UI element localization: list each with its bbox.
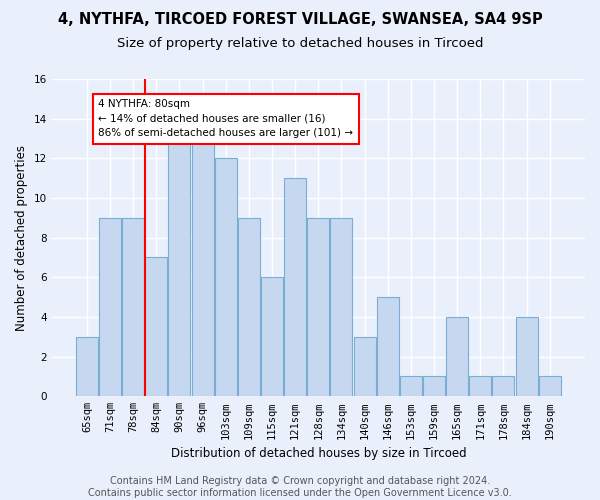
Bar <box>423 376 445 396</box>
Bar <box>469 376 491 396</box>
Bar <box>261 278 283 396</box>
Bar <box>169 138 190 396</box>
Bar <box>515 317 538 396</box>
Text: 4 NYTHFA: 80sqm
← 14% of detached houses are smaller (16)
86% of semi-detached h: 4 NYTHFA: 80sqm ← 14% of detached houses… <box>98 99 353 138</box>
Bar <box>76 337 98 396</box>
Bar <box>238 218 260 396</box>
Text: Contains HM Land Registry data © Crown copyright and database right 2024.
Contai: Contains HM Land Registry data © Crown c… <box>88 476 512 498</box>
Bar <box>307 218 329 396</box>
Text: Size of property relative to detached houses in Tircoed: Size of property relative to detached ho… <box>117 38 483 51</box>
Bar <box>122 218 144 396</box>
Bar <box>145 258 167 396</box>
Text: 4, NYTHFA, TIRCOED FOREST VILLAGE, SWANSEA, SA4 9SP: 4, NYTHFA, TIRCOED FOREST VILLAGE, SWANS… <box>58 12 542 28</box>
Bar <box>400 376 422 396</box>
Bar <box>446 317 468 396</box>
Bar <box>191 138 214 396</box>
Bar <box>539 376 561 396</box>
Bar <box>353 337 376 396</box>
Bar <box>215 158 237 396</box>
Bar <box>377 297 399 396</box>
X-axis label: Distribution of detached houses by size in Tircoed: Distribution of detached houses by size … <box>170 447 466 460</box>
Bar <box>331 218 352 396</box>
Bar <box>99 218 121 396</box>
Y-axis label: Number of detached properties: Number of detached properties <box>15 144 28 330</box>
Bar <box>493 376 514 396</box>
Bar <box>284 178 306 396</box>
